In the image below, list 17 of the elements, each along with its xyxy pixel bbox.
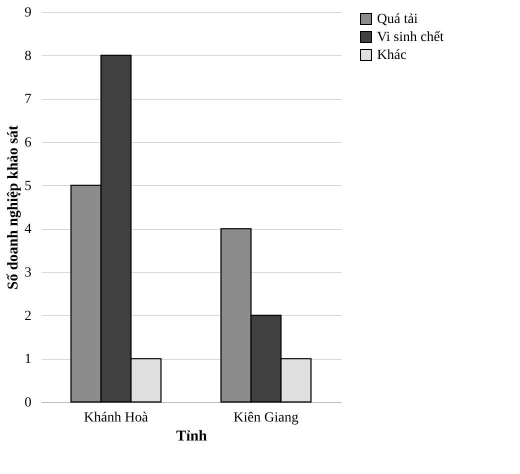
- y-tick-label: 0: [24, 396, 32, 410]
- legend-label: Vi sinh chết: [377, 30, 444, 45]
- y-tick-label: 4: [24, 222, 32, 238]
- y-tick-label: 3: [24, 266, 32, 280]
- y-tick-label: 2: [24, 308, 32, 324]
- y-axis-title: Số doanh nghiệp khảo sát: [6, 125, 22, 290]
- y-tick-label: 8: [24, 48, 32, 64]
- x-tick-label: Khánh Hoà: [84, 410, 149, 426]
- y-tick-label: 7: [24, 92, 32, 108]
- y-tick-label: 5: [24, 178, 32, 194]
- legend-label: Khác: [377, 48, 407, 63]
- x-axis-title: Tỉnh: [176, 428, 208, 444]
- y-tick-label: 9: [24, 6, 32, 20]
- y-tick-label: 6: [24, 136, 32, 150]
- y-tick-label: 1: [24, 352, 32, 368]
- legend-label: Quá tải: [377, 12, 418, 27]
- x-tick-label: Kiên Giang: [234, 410, 298, 426]
